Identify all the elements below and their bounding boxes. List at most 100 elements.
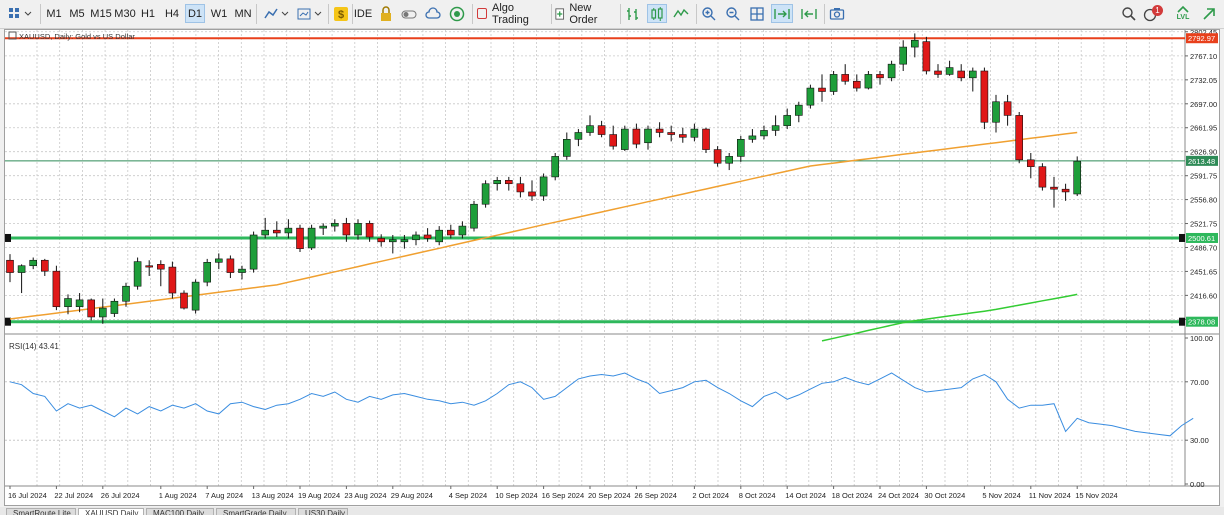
time-tick-label: 22 Jul 2024	[54, 491, 93, 500]
chart-shift-icon[interactable]	[798, 4, 820, 23]
layout-icon[interactable]	[6, 4, 36, 23]
toggle-icon[interactable]	[400, 4, 418, 23]
level-price-tag	[1186, 33, 1218, 44]
time-tick-label: 16 Sep 2024	[542, 491, 585, 500]
line-chart-icon[interactable]	[671, 4, 691, 23]
timeframe-m15-button[interactable]: M15	[90, 7, 112, 20]
candlestick-icon[interactable]	[647, 4, 667, 23]
ide-button[interactable]: IDE	[353, 7, 373, 20]
algo-trading-button[interactable]: Algo Trading	[476, 2, 548, 26]
price-tick-label: 2451.65	[1190, 267, 1217, 276]
candle	[783, 108, 792, 130]
chart-grid	[5, 30, 1219, 487]
time-tick-label: 20 Sep 2024	[588, 491, 631, 500]
candle	[945, 60, 954, 76]
candle	[852, 74, 861, 92]
search-icon[interactable]	[1120, 4, 1138, 23]
rsi-line	[9, 372, 1194, 437]
main-toolbar: M1 M5 M15 M30 H1 H4 D1 W1 MN $ IDE Algo Trading …	[0, 0, 1224, 29]
one-click-trading-icon[interactable]	[1200, 4, 1218, 23]
timeframe-w1-button[interactable]: W1	[210, 7, 228, 20]
time-tick-label: 19 Aug 2024	[298, 491, 340, 500]
new-order-button[interactable]: New Order	[554, 2, 616, 26]
timeframe-mn-button[interactable]: MN	[234, 7, 252, 20]
timeframe-m30-button[interactable]: M30	[114, 7, 136, 20]
candle	[64, 294, 72, 315]
candle	[725, 152, 734, 171]
candle	[934, 64, 942, 78]
time-tick-label: 4 Sep 2024	[449, 491, 487, 500]
price-tick-label: 2802.45	[1190, 30, 1217, 37]
templates-icon[interactable]	[295, 4, 325, 23]
candle	[1050, 176, 1058, 208]
candle	[296, 224, 304, 253]
candle	[678, 127, 687, 143]
chart-tab[interactable]: MAC100,Daily	[146, 508, 214, 515]
candle	[794, 101, 803, 123]
candle	[284, 219, 293, 239]
signal-icon[interactable]	[448, 4, 466, 23]
chart-window[interactable]: 2802.45 2767.10 2732.05 2697.00 2661.95 2626.…	[4, 28, 1220, 506]
lock-icon[interactable]	[378, 4, 394, 23]
symbol-icon	[8, 31, 17, 40]
time-tick-label: 15 Nov 2024	[1075, 491, 1118, 500]
moving-average-orange	[9, 131, 1078, 320]
candle	[354, 219, 362, 240]
candle	[110, 298, 119, 317]
candle	[17, 264, 26, 294]
candle	[539, 173, 548, 201]
candle	[272, 221, 281, 238]
candle	[899, 40, 908, 71]
candle	[365, 220, 374, 242]
indicators-icon[interactable]	[262, 4, 292, 23]
candle	[87, 298, 95, 321]
rsi-pane: 100.00 70.00 30.00 0.00	[5, 334, 1213, 489]
bar-chart-icon[interactable]	[624, 4, 642, 23]
chart-canvas[interactable]: 2802.45 2767.10 2732.05 2697.00 2661.95 2626.…	[5, 28, 1219, 505]
lvl-signal-icon	[1177, 5, 1189, 13]
lvl-indicator[interactable]: LVL	[1172, 4, 1194, 23]
rsi-level-label: 0.00	[1190, 480, 1205, 489]
chart-tab[interactable]: SmartGrade Daily	[216, 508, 296, 515]
screenshot-icon[interactable]	[828, 4, 846, 23]
level-price-tag-label: 2792.97	[1188, 34, 1215, 43]
zoom-in-icon[interactable]	[700, 4, 718, 23]
level-price-tags: 2792.97 2613.48 2500.61 2378.08	[1186, 33, 1218, 327]
candle	[261, 217, 270, 239]
time-tick-label: 26 Sep 2024	[634, 491, 677, 500]
chart-tab[interactable]: SmartRoute Lite	[6, 508, 76, 515]
grid-icon[interactable]	[748, 4, 766, 23]
time-tick-label: 18 Oct 2024	[832, 491, 873, 500]
candle	[748, 129, 757, 143]
chart-tab[interactable]: XAUUSD,Daily	[78, 508, 144, 515]
zoom-out-icon[interactable]	[724, 4, 742, 23]
candle	[574, 129, 583, 147]
candle	[157, 260, 165, 287]
candle	[713, 146, 722, 167]
timeframe-m1-button[interactable]: M1	[46, 7, 62, 20]
cloud-icon[interactable]	[424, 4, 442, 23]
candle	[330, 219, 339, 232]
candle	[400, 234, 409, 249]
time-tick-label: 5 Nov 2024	[982, 491, 1020, 500]
timeframe-d1-button[interactable]: D1	[185, 4, 205, 23]
candle	[342, 217, 351, 242]
candle	[736, 135, 745, 162]
price-tick-label: 2556.80	[1190, 196, 1217, 205]
candle	[226, 255, 235, 279]
chart-tab[interactable]: US30,Daily	[298, 508, 348, 515]
timeframe-m5-button[interactable]: M5	[69, 7, 85, 20]
candles	[6, 33, 1081, 324]
candle	[551, 152, 560, 181]
time-tick-label: 1 Aug 2024	[159, 491, 197, 500]
auto-scroll-icon[interactable]	[771, 4, 793, 23]
dollar-icon[interactable]: $	[332, 4, 350, 23]
timeframe-h1-button[interactable]: H1	[140, 7, 156, 20]
candle	[841, 64, 850, 85]
notifications-icon[interactable]: 1	[1142, 4, 1163, 23]
rsi-label: RSI(14) 43.41	[9, 342, 59, 351]
time-tick-label: 29 Aug 2024	[391, 491, 433, 500]
time-tick-label: 8 Oct 2024	[739, 491, 776, 500]
candle	[632, 123, 641, 149]
timeframe-h4-button[interactable]: H4	[164, 7, 180, 20]
